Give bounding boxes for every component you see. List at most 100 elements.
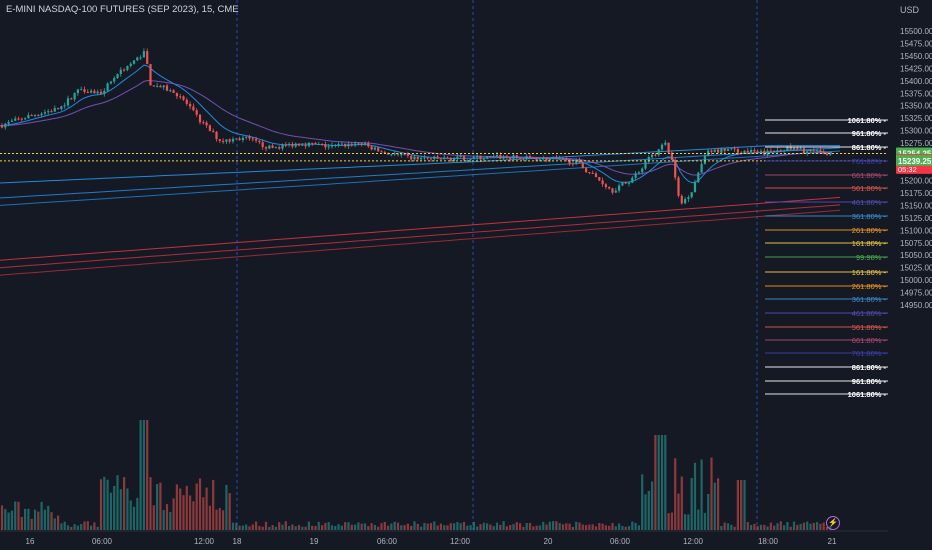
fib-level-label: 661.80% - — [852, 171, 887, 180]
candle — [769, 150, 772, 152]
price-tick-label: 15500.00 — [900, 27, 932, 36]
candle — [581, 162, 584, 169]
volume-bar — [568, 523, 571, 530]
volume-bar — [436, 525, 439, 530]
volume-bar — [370, 523, 373, 530]
volume-bar — [519, 523, 522, 530]
volume-bar — [591, 524, 594, 530]
volume-bar — [512, 524, 515, 530]
candle — [420, 157, 423, 160]
candle — [753, 149, 756, 152]
candle — [786, 146, 789, 151]
volume-bar — [162, 510, 165, 530]
volume-bar — [479, 524, 482, 530]
volume-bar — [720, 525, 723, 530]
volume-bar — [109, 492, 112, 530]
candle — [723, 148, 726, 151]
candle — [624, 182, 627, 184]
volume-bar — [146, 420, 149, 530]
fib-level-label: 661.80% - — [852, 336, 887, 345]
volume-bar — [248, 526, 251, 530]
candle — [70, 98, 73, 100]
candle — [796, 147, 799, 150]
fib-level-label: 1061.80% - — [848, 116, 887, 125]
moving-average-line — [0, 145, 840, 184]
candle — [644, 161, 647, 169]
volume-bar — [149, 477, 152, 530]
volume-bar — [426, 523, 429, 530]
moving-average-line — [0, 209, 841, 276]
volume-bar — [469, 525, 472, 530]
volume-bar — [538, 525, 541, 530]
candle — [50, 111, 53, 113]
candle — [726, 149, 730, 151]
candle — [30, 115, 33, 117]
fib-level-label: 561.80% - — [852, 184, 887, 193]
candle — [495, 155, 499, 157]
symbol-title[interactable]: E-MINI NASDAQ-100 FUTURES (SEP 2023), 15… — [6, 4, 239, 15]
time-tick-label: 12:00 — [194, 537, 215, 546]
candle — [116, 74, 119, 79]
candle — [139, 57, 142, 59]
candle — [218, 139, 221, 141]
candle — [512, 155, 515, 160]
candle — [241, 137, 244, 141]
volume-bar — [24, 508, 27, 530]
volume-bar — [674, 458, 677, 530]
time-axis-bg — [0, 531, 932, 550]
candle — [119, 69, 122, 75]
time-tick-label: 12:00 — [683, 537, 704, 546]
price-tick-label: 15050.00 — [900, 251, 932, 260]
candle — [159, 85, 162, 88]
volume-bar — [165, 504, 169, 530]
volume-bar — [647, 490, 650, 530]
volume-bar — [598, 523, 601, 530]
candle — [255, 139, 258, 141]
volume-bar — [651, 481, 654, 530]
candle — [476, 155, 479, 158]
lightning-icon[interactable]: ⚡ — [826, 516, 840, 530]
price-tick-label: 15300.00 — [900, 127, 932, 136]
candle — [443, 157, 446, 160]
candle — [779, 150, 782, 152]
volume-bar — [476, 526, 479, 530]
fib-level-label: 361.80% - — [852, 295, 887, 304]
volume-bar — [297, 524, 301, 530]
candle — [294, 143, 297, 147]
volume-bar — [710, 457, 713, 530]
volume-bar — [317, 521, 320, 530]
time-tick-label: 06:00 — [610, 537, 631, 546]
volume-bar — [733, 526, 736, 530]
price-tick-label: 15350.00 — [900, 102, 932, 111]
candle — [558, 157, 561, 159]
volume-bar — [152, 505, 155, 530]
candle — [812, 150, 815, 152]
volume-bar — [443, 525, 446, 530]
volume-bar — [17, 501, 20, 530]
volume-bar — [522, 526, 525, 530]
volume-bar — [50, 512, 53, 530]
moving-average-line — [0, 204, 841, 269]
candle — [555, 157, 558, 159]
volume-bar — [400, 525, 403, 530]
candle — [651, 154, 654, 158]
volume-bar — [532, 526, 535, 530]
volume-bar — [601, 523, 604, 530]
volume-bar — [766, 526, 769, 530]
volume-bar — [76, 525, 79, 530]
volume-bar — [337, 524, 340, 530]
volume-bar — [129, 500, 132, 530]
volume-bar — [123, 477, 126, 530]
fib-level-label: 861.80% - — [852, 143, 887, 152]
volume-bar — [515, 522, 518, 530]
candle — [486, 156, 489, 159]
candle — [509, 157, 512, 160]
volume-bar — [700, 459, 703, 530]
candle — [552, 157, 555, 159]
volume-bar — [40, 501, 43, 530]
candle — [802, 148, 805, 153]
candle — [816, 150, 819, 152]
volume-bar — [769, 522, 772, 530]
candle — [703, 155, 706, 164]
